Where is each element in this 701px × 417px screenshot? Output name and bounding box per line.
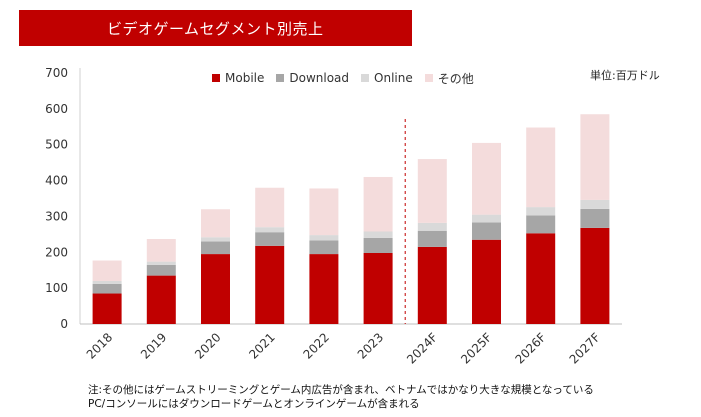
y-tick-label: 100 (45, 281, 68, 295)
chart-legend: Mobile Download Online その他 (212, 70, 486, 86)
bar-online (201, 237, 230, 242)
bar-other (309, 188, 339, 236)
x-tick-label: 2026F (512, 330, 548, 366)
bar-online (580, 199, 610, 209)
x-tick-label: 2022 (301, 330, 332, 361)
x-tick-label: 2023 (355, 330, 386, 361)
bar-other (363, 176, 393, 232)
bar-download (363, 237, 393, 254)
unit-label: 単位:百万ドル (590, 69, 660, 82)
bar-mobile (255, 245, 285, 324)
footnote-line-2: PC/コンソールにはダウンロードゲームとオンラインゲームが含まれる (88, 398, 420, 410)
bar-mobile (146, 275, 176, 324)
bar-mobile (201, 254, 230, 324)
footnote-line-1: 注:その他にはゲームストリーミングとゲーム内広告が含まれ、ベトナムではかなり大き… (88, 384, 594, 396)
bar-download (580, 208, 610, 228)
bar-download (417, 230, 447, 247)
y-tick-label: 300 (45, 209, 68, 223)
bar-download (309, 240, 339, 255)
bar-other (146, 239, 176, 262)
y-tick-label: 200 (45, 245, 68, 259)
x-tick-label: 2020 (192, 330, 223, 361)
bar-other (201, 209, 230, 238)
legend-label-download: Download (289, 71, 350, 85)
x-tick-label: 2021 (246, 330, 277, 361)
y-tick-label: 400 (45, 174, 68, 188)
legend-label-online: Online (374, 71, 413, 85)
chart-title: ビデオゲームセグメント別売上 (107, 20, 324, 38)
bar-download (201, 241, 230, 255)
legend-swatch-mobile (212, 74, 220, 82)
y-tick-label: 500 (45, 138, 68, 152)
x-tick-label: 2019 (138, 330, 169, 361)
legend-label-mobile: Mobile (225, 71, 265, 85)
bar-download (92, 283, 122, 294)
bar-online (363, 231, 393, 238)
title-banner: ビデオゲームセグメント別売上 (19, 10, 412, 46)
bar-other (472, 142, 501, 215)
y-tick-label: 600 (45, 102, 68, 116)
legend-item-download: Download (276, 71, 349, 85)
bar-download (255, 232, 285, 246)
bar-online (526, 207, 556, 216)
legend-item-mobile: Mobile (212, 71, 264, 85)
legend-swatch-download (276, 74, 285, 82)
bar-online (146, 261, 176, 265)
bar-download (472, 222, 501, 240)
bar-other (526, 127, 556, 208)
bar-other (580, 114, 610, 200)
legend-item-other: その他 (424, 70, 474, 87)
x-tick-label: 2024F (404, 330, 440, 366)
y-tick-label: 0 (60, 317, 68, 331)
bar-mobile (417, 246, 447, 324)
bar-mobile (363, 253, 393, 324)
bar-online (255, 227, 285, 233)
legend-label-other: その他 (437, 71, 474, 86)
x-tick-label: 2025F (458, 330, 494, 366)
bar-other (255, 187, 285, 228)
bar-mobile (92, 293, 122, 324)
bar-online (309, 235, 339, 241)
y-tick-label: 700 (45, 66, 68, 80)
x-tick-label: 2018 (84, 330, 115, 361)
bar-other (417, 159, 447, 223)
bar-online (92, 280, 122, 284)
bar-online (472, 214, 501, 223)
bar-mobile (580, 227, 610, 324)
legend-item-online: Online (361, 71, 413, 85)
legend-swatch-online (361, 74, 370, 82)
bar-mobile (472, 239, 501, 324)
x-tick-label: 2027F (567, 330, 603, 366)
bar-other (92, 260, 122, 281)
legend-swatch-other (424, 74, 433, 82)
bar-online (417, 222, 447, 231)
bar-download (146, 264, 176, 276)
bar-mobile (526, 233, 556, 324)
bar-mobile (309, 254, 339, 324)
bar-download (526, 215, 556, 234)
footnote: 注:その他にはゲームストリーミングとゲーム内広告が含まれ、ベトナムではかなり大き… (88, 383, 594, 411)
